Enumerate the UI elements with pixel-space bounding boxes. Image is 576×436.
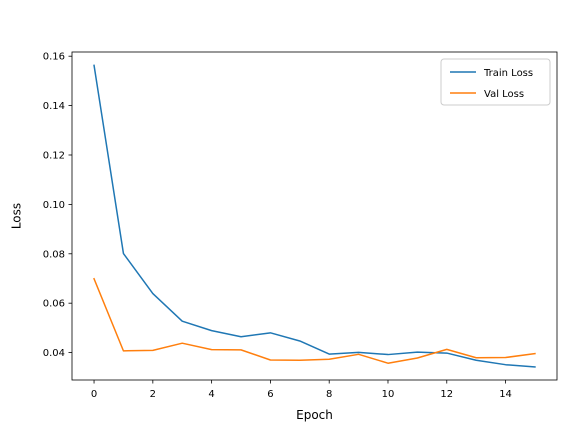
x-tick-label: 0 bbox=[91, 389, 97, 400]
plot-layer bbox=[93, 64, 536, 368]
y-tick-label: 0.04 bbox=[43, 348, 65, 359]
plot-frame bbox=[71, 51, 558, 381]
y-axis-label: Loss bbox=[10, 203, 24, 229]
x-tick-label: 8 bbox=[326, 389, 332, 400]
x-tick-label: 10 bbox=[382, 389, 395, 400]
x-tick-label: 2 bbox=[150, 389, 156, 400]
series-line-val-loss bbox=[93, 277, 536, 364]
x-axis: 0 2 4 6 8 10 12 14 bbox=[91, 380, 512, 400]
y-tick-label: 0.06 bbox=[43, 299, 65, 310]
legend: Train Loss Val Loss bbox=[440, 58, 551, 106]
legend-label: Train Loss bbox=[483, 68, 533, 79]
legend-label: Val Loss bbox=[484, 89, 524, 100]
y-tick-label: 0.10 bbox=[43, 200, 65, 211]
x-tick-label: 14 bbox=[499, 389, 512, 400]
x-tick-label: 6 bbox=[267, 389, 273, 400]
y-tick-label: 0.08 bbox=[43, 249, 65, 260]
y-axis: 0.04 0.06 0.08 0.10 0.12 0.14 0.16 bbox=[43, 52, 72, 359]
series-line-train-loss bbox=[93, 64, 536, 368]
x-axis-label: Epoch bbox=[296, 408, 333, 422]
x-tick-label: 12 bbox=[440, 389, 453, 400]
y-tick-label: 0.14 bbox=[43, 101, 65, 112]
y-tick-label: 0.12 bbox=[43, 150, 65, 161]
x-tick-label: 4 bbox=[208, 389, 214, 400]
y-tick-label: 0.16 bbox=[43, 52, 65, 63]
